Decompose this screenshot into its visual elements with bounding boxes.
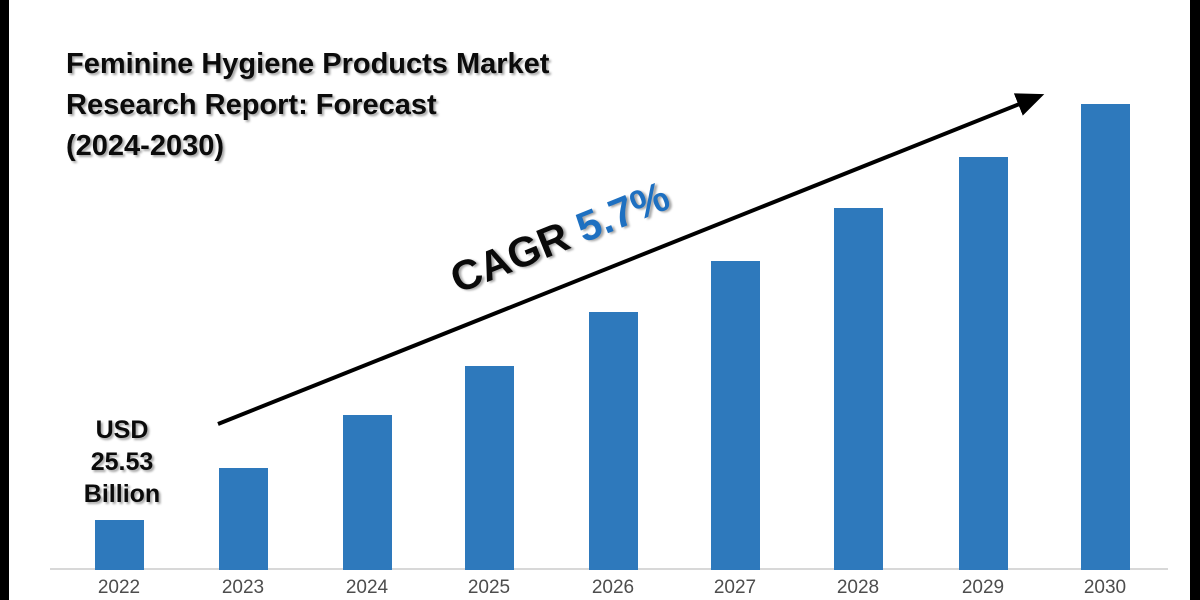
first-bar-value-label: USD 25.53 Billion	[58, 414, 186, 510]
bar-2023	[218, 468, 268, 570]
x-tick-label-2029: 2029	[961, 577, 1005, 598]
first-bar-value-line-2: 25.53	[90, 448, 154, 476]
bar-2024	[342, 415, 392, 570]
left-black-border	[0, 0, 9, 600]
bar-2026	[588, 312, 638, 570]
x-tick-label-2028: 2028	[836, 577, 880, 598]
first-bar-value-line-1: USD	[95, 416, 149, 444]
first-bar-value-line-3: Billion	[83, 480, 161, 508]
x-tick-label-2023: 2023	[221, 577, 265, 598]
bar-2028	[833, 208, 883, 570]
chart-title-line-3: (2024-2030)	[66, 130, 224, 162]
x-tick-label-2022: 2022	[97, 577, 141, 598]
chart-title-line-1: Feminine Hygiene Products Market	[66, 48, 550, 80]
bar-2030	[1080, 104, 1130, 570]
x-tick-label-2025: 2025	[467, 577, 511, 598]
right-black-border	[1190, 0, 1200, 600]
bar-2029	[958, 157, 1008, 570]
x-tick-label-2026: 2026	[591, 577, 635, 598]
x-tick-label-2027: 2027	[713, 577, 757, 598]
x-tick-label-2024: 2024	[345, 577, 389, 598]
bar-2027	[710, 261, 760, 570]
bar-2022	[94, 520, 144, 570]
x-tick-label-2030: 2030	[1083, 577, 1127, 598]
bar-2025	[464, 366, 514, 570]
